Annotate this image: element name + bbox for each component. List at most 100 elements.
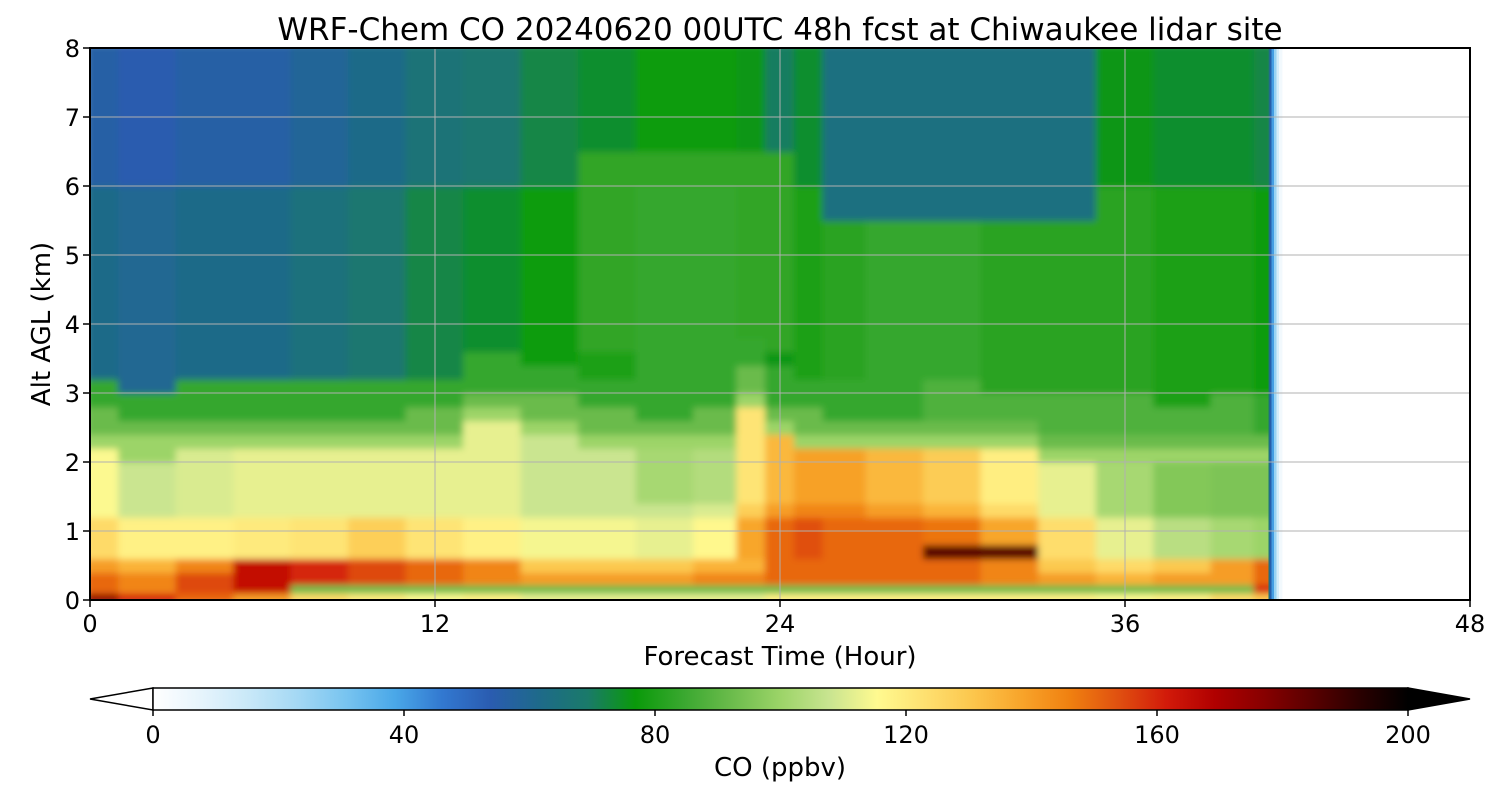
co-cell	[1038, 48, 1097, 84]
co-cell	[923, 254, 982, 291]
co-cell	[1153, 544, 1212, 560]
co-cell	[118, 392, 177, 408]
co-cell	[1153, 489, 1212, 504]
co-cell	[693, 558, 738, 573]
co-cell	[1210, 592, 1255, 600]
co-cell	[793, 364, 824, 380]
co-cell	[348, 583, 407, 594]
co-cell	[1210, 364, 1255, 380]
co-cell	[520, 447, 580, 463]
co-cell	[175, 475, 235, 491]
co-cell	[865, 558, 925, 573]
co-cell	[233, 254, 292, 291]
co-cell	[290, 378, 350, 394]
colorbar-min-extend-triangle	[89, 687, 154, 711]
co-cell	[290, 583, 350, 594]
co-cell	[793, 530, 824, 546]
co-cell	[980, 288, 1040, 320]
x-tick-label: 24	[765, 610, 796, 638]
co-cell	[463, 150, 522, 187]
co-cell	[980, 318, 1040, 339]
co-cell	[118, 489, 177, 504]
co-cell	[90, 406, 120, 422]
co-cell	[923, 461, 982, 477]
co-cell	[736, 392, 767, 408]
co-cell	[348, 337, 407, 353]
co-cell	[520, 516, 580, 532]
co-cell	[90, 447, 120, 463]
co-cell	[736, 288, 767, 320]
co-cell	[118, 288, 177, 320]
co-cell	[348, 592, 407, 600]
co-cell	[1153, 48, 1212, 84]
co-cell	[463, 558, 522, 573]
co-cell	[736, 48, 767, 84]
x-axis-label: Forecast Time (Hour)	[643, 642, 916, 672]
co-cell	[118, 185, 177, 222]
co-field-cells	[90, 48, 1276, 600]
co-cell	[290, 571, 350, 586]
co-cell	[233, 406, 292, 422]
co-cell	[348, 406, 407, 422]
co-cell	[233, 392, 292, 408]
co-cell	[923, 475, 982, 491]
co-cell	[923, 81, 982, 118]
co-cell	[1153, 185, 1212, 222]
co-cell	[578, 288, 637, 320]
co-cell	[693, 433, 738, 449]
co-cell	[980, 254, 1040, 291]
co-cell	[793, 48, 824, 84]
co-cell	[635, 150, 695, 187]
co-cell	[175, 571, 235, 586]
co-cell	[980, 489, 1040, 504]
co-cell	[1038, 364, 1097, 380]
co-cell	[1038, 558, 1097, 573]
co-cell	[90, 392, 120, 408]
co-cell	[520, 288, 580, 320]
co-cell	[793, 583, 824, 594]
co-cell	[520, 318, 580, 339]
co-cell	[693, 392, 738, 408]
co-cell	[118, 378, 177, 394]
co-cell	[348, 433, 407, 449]
co-cell	[90, 318, 120, 339]
co-cell	[1210, 351, 1255, 366]
co-cell	[865, 81, 925, 118]
co-cell	[520, 592, 580, 600]
co-cell	[736, 364, 767, 380]
co-cell	[822, 81, 867, 118]
co-cell	[923, 489, 982, 504]
co-cell	[693, 530, 738, 546]
co-cell	[175, 592, 235, 600]
co-cell	[822, 48, 867, 84]
co-cell	[923, 592, 982, 600]
co-cell	[578, 219, 637, 256]
co-cell	[175, 351, 235, 366]
co-cell	[1210, 378, 1255, 394]
co-cell	[578, 502, 637, 518]
co-cell	[980, 502, 1040, 518]
co-cell	[233, 219, 292, 256]
co-cell	[693, 447, 738, 463]
co-cell	[1038, 392, 1097, 408]
co-cell	[578, 81, 637, 118]
co-cell	[90, 254, 120, 291]
y-tick-label: 4	[65, 311, 80, 339]
colorbar-tick-label: 200	[1385, 721, 1431, 749]
co-cell	[980, 433, 1040, 449]
co-cell	[90, 288, 120, 320]
co-cell	[233, 558, 292, 573]
co-cell	[520, 502, 580, 518]
co-cell	[1038, 378, 1097, 394]
co-cell	[578, 571, 637, 586]
co-cell	[290, 489, 350, 504]
co-cell	[793, 81, 824, 118]
co-cell	[736, 571, 767, 586]
co-cell	[635, 530, 695, 546]
co-cell	[90, 433, 120, 449]
co-cell	[865, 583, 925, 594]
co-cell	[736, 254, 767, 291]
co-cell	[635, 406, 695, 422]
co-cell	[463, 433, 522, 449]
